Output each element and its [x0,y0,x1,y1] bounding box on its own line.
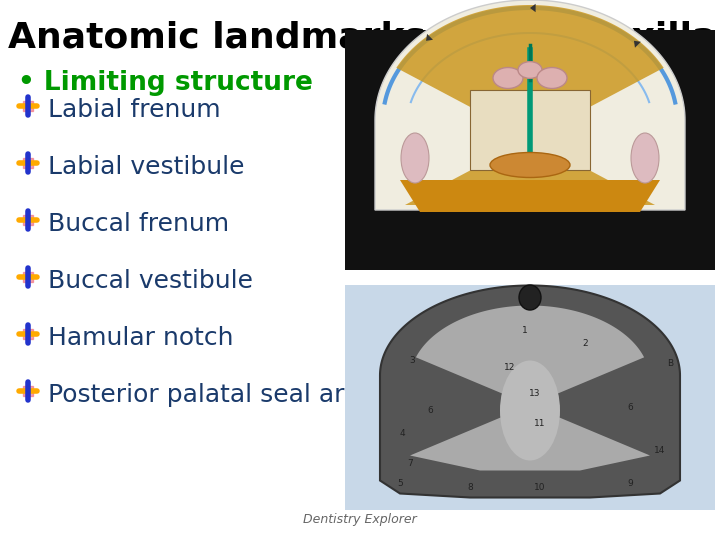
Text: 2: 2 [582,339,588,348]
Text: 1: 1 [522,326,528,335]
Text: Posterior palatal seal area: Posterior palatal seal area [48,383,374,407]
Text: 13: 13 [529,389,541,398]
FancyBboxPatch shape [345,285,715,510]
Polygon shape [634,41,641,48]
Polygon shape [380,286,680,497]
FancyBboxPatch shape [345,30,715,270]
Text: Anatomic landmarks in the maxilla: Anatomic landmarks in the maxilla [8,20,716,54]
Polygon shape [426,34,433,41]
Polygon shape [22,100,33,111]
Text: 3: 3 [409,356,415,365]
Text: B: B [667,359,673,368]
Text: Hamular notch: Hamular notch [48,326,233,350]
Polygon shape [396,5,664,205]
Polygon shape [22,214,33,225]
Text: Labial frenum: Labial frenum [48,98,220,122]
Polygon shape [530,4,536,12]
Polygon shape [22,272,33,282]
Text: 5: 5 [397,479,403,488]
Ellipse shape [519,285,541,310]
Text: 4: 4 [399,429,405,438]
FancyBboxPatch shape [470,90,590,170]
Text: 9: 9 [627,479,633,488]
Polygon shape [400,180,660,212]
Polygon shape [22,158,33,168]
Text: 14: 14 [654,446,666,455]
Polygon shape [410,306,650,470]
Text: Buccal frenum: Buccal frenum [48,212,229,236]
Text: Labial vestibule: Labial vestibule [48,155,245,179]
Ellipse shape [631,133,659,183]
Polygon shape [22,386,33,396]
Ellipse shape [493,68,523,89]
Text: 12: 12 [504,363,516,372]
Text: 11: 11 [534,419,546,428]
Ellipse shape [518,62,542,78]
Ellipse shape [490,152,570,178]
Text: 6: 6 [427,406,433,415]
Text: 6: 6 [627,403,633,412]
Ellipse shape [401,133,429,183]
Text: Dentistry Explorer: Dentistry Explorer [303,513,417,526]
Text: 10: 10 [534,483,546,492]
Polygon shape [22,329,33,340]
Text: • Limiting structure: • Limiting structure [18,70,313,96]
Text: Buccal vestibule: Buccal vestibule [48,269,253,293]
Polygon shape [375,0,685,210]
Text: 7: 7 [407,459,413,468]
Text: 8: 8 [467,483,473,492]
Ellipse shape [500,361,560,461]
Ellipse shape [537,68,567,89]
